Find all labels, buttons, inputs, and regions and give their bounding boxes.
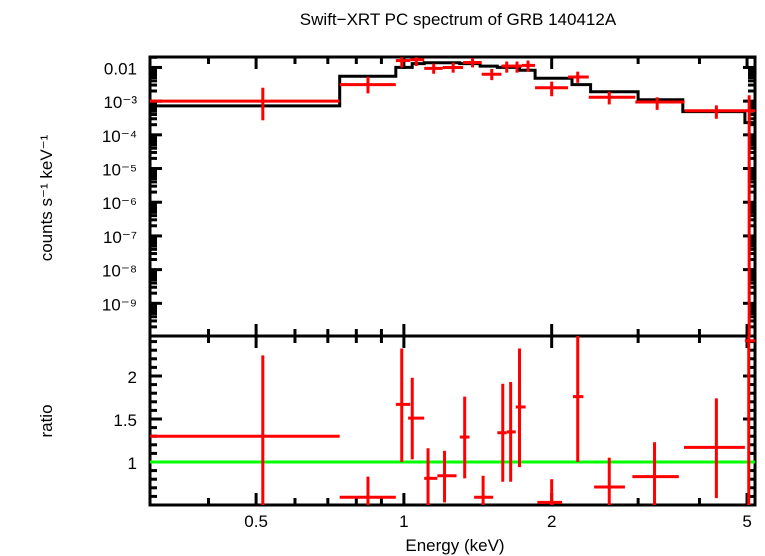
ratio-point: [437, 450, 457, 503]
spectrum-data-points: [150, 57, 755, 336]
ratio-point: [744, 336, 755, 505]
data-point: [442, 62, 464, 73]
ratio-point: [515, 348, 526, 468]
ratio-point: [497, 383, 507, 482]
ratio-point: [459, 396, 470, 479]
data-point: [744, 95, 755, 336]
ratio-y-tick-labels: 11.52: [113, 368, 137, 473]
x-tick-label: 5: [742, 512, 751, 531]
y-tick-label: 10⁻³: [103, 93, 137, 112]
y-tick-label: 10⁻⁶: [102, 194, 137, 213]
data-point: [150, 87, 340, 121]
ratio-y-ticks: [150, 340, 755, 507]
spectrum-y-ticks: [150, 55, 755, 329]
data-point: [568, 71, 589, 83]
x-axis-label: Energy (keV): [405, 536, 504, 555]
y-tick-label: 1.5: [113, 411, 137, 430]
y-tick-label: 2: [128, 368, 137, 387]
ratio-point: [594, 457, 625, 505]
x-ticks: [207, 57, 749, 505]
y-tick-label: 10⁻⁷: [103, 228, 137, 247]
x-tick-label: 0.5: [244, 512, 268, 531]
ratio-point: [506, 382, 516, 482]
data-point: [588, 91, 636, 105]
ratio-point: [632, 442, 679, 505]
x-tick-labels: 0.5 1 2 5: [244, 512, 752, 531]
ratio-y-axis-label: ratio: [37, 404, 56, 437]
x-tick-label: 2: [547, 512, 556, 531]
x-tick-label: 1: [399, 512, 408, 531]
data-point: [635, 97, 685, 110]
ratio-point: [474, 475, 494, 505]
data-point: [463, 58, 482, 68]
ratio-point: [150, 355, 340, 505]
y-tick-label: 10⁻⁹: [102, 295, 137, 314]
chart-title: Swift−XRT PC spectrum of GRB 140412A: [300, 10, 617, 29]
data-point: [535, 81, 569, 97]
data-point: [501, 61, 512, 73]
y-tick-label: 0.01: [104, 59, 137, 78]
data-point: [410, 57, 425, 67]
ratio-frame: [148, 334, 757, 507]
data-point: [684, 105, 745, 119]
ratio-point: [572, 336, 584, 462]
spectrum-y-tick-labels: 0.01 10⁻³ 10⁻⁴ 10⁻⁵ 10⁻⁶ 10⁻⁷ 10⁻⁸ 10⁻⁹: [102, 59, 138, 314]
ratio-point: [424, 448, 438, 505]
ratio-data-points: [150, 336, 755, 505]
ratio-point: [408, 377, 425, 460]
ratio-point: [339, 476, 396, 505]
ratio-point: [395, 348, 411, 462]
data-point: [481, 68, 502, 81]
data-point: [521, 60, 536, 72]
data-point: [424, 63, 443, 74]
spectrum-y-axis-label: counts s⁻¹ keV⁻¹: [37, 134, 56, 261]
ratio-point: [537, 479, 563, 505]
data-point: [339, 76, 396, 94]
data-point: [395, 57, 411, 68]
data-point: [511, 61, 522, 73]
ratio-point: [683, 398, 745, 499]
y-tick-label: 1: [128, 454, 137, 473]
y-tick-label: 10⁻⁴: [102, 127, 137, 146]
y-tick-label: 10⁻⁵: [102, 161, 137, 180]
y-tick-label: 10⁻⁸: [102, 262, 137, 281]
ratio-panel: [148, 334, 757, 507]
